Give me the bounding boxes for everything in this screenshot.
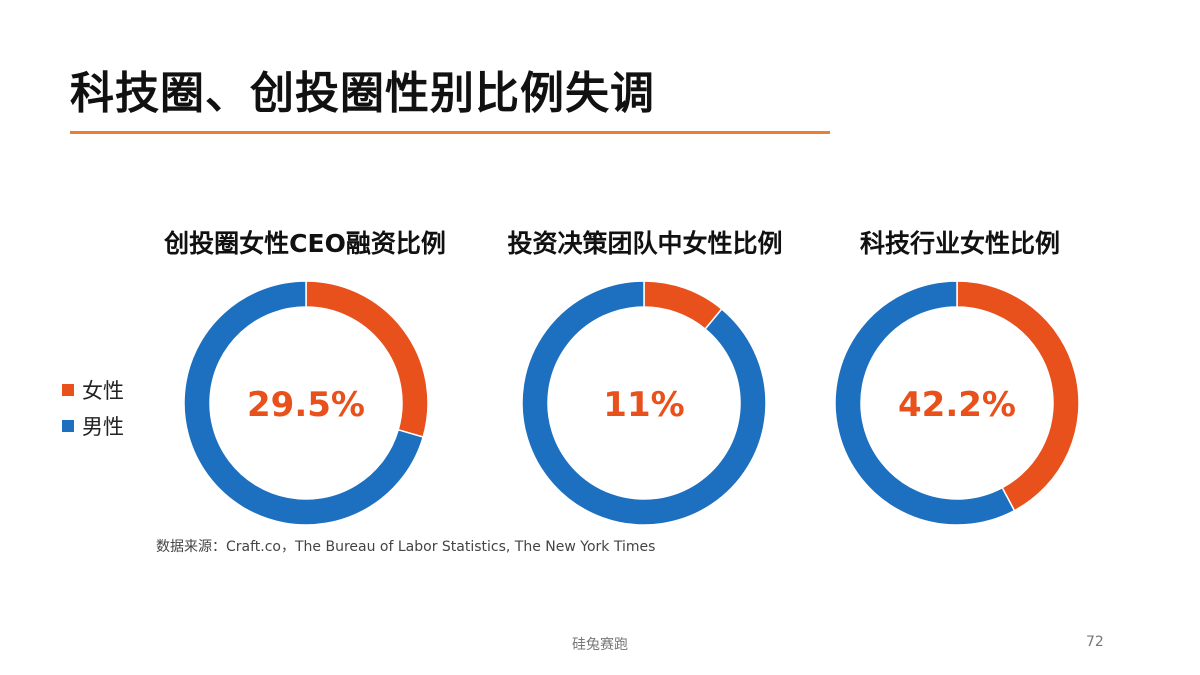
chart-legend: 女性 男性 — [62, 372, 124, 444]
title-underline — [70, 131, 830, 134]
data-source-note: 数据来源：Craft.co，The Bureau of Labor Statis… — [156, 539, 656, 555]
legend-item-female: 女性 — [62, 372, 124, 408]
legend-swatch-male — [62, 420, 74, 432]
donut-center-label: 42.2% — [898, 385, 1016, 425]
donut-segment-female — [643, 280, 723, 331]
donut-center-label: 29.5% — [247, 385, 365, 425]
chart-title-ceo-funding: 创投圈女性CEO融资比例 — [164, 229, 446, 258]
chart-title-tech-industry: 科技行业女性比例 — [859, 229, 1060, 258]
donut-chart-tech-industry: 42.2% — [834, 280, 1080, 526]
footer-brand: 硅兔赛跑 — [572, 637, 628, 653]
slide-title: 科技圈、创投圈性别比例失调 — [70, 68, 655, 119]
legend-item-male: 男性 — [62, 408, 124, 444]
legend-label-female: 女性 — [82, 379, 124, 403]
legend-label-male: 男性 — [82, 415, 124, 439]
donut-segment-male — [183, 280, 425, 526]
chart-title-investment-team: 投资决策团队中女性比例 — [507, 229, 783, 258]
donut-center-label: 11% — [603, 385, 684, 425]
donut-chart-ceo-funding: 29.5% — [183, 280, 429, 526]
donut-segment-male — [521, 280, 767, 526]
page-number: 72 — [1086, 634, 1104, 650]
donut-chart-investment-team: 11% — [521, 280, 767, 526]
donut-segment-male — [834, 280, 1016, 526]
legend-swatch-female — [62, 384, 74, 396]
